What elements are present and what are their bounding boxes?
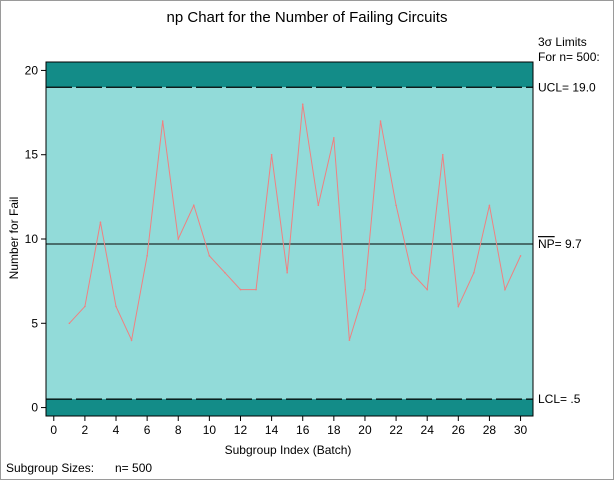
center-label: NP= 9.7 — [538, 237, 582, 251]
lcl-label: LCL= .5 — [538, 392, 581, 406]
data-point — [410, 271, 413, 274]
y-tick-label: 15 — [25, 148, 39, 162]
x-tick-label: 24 — [421, 423, 435, 437]
data-point — [379, 120, 382, 122]
x-tick-label: 30 — [514, 423, 528, 437]
data-point — [68, 322, 71, 325]
x-tick-label: 18 — [327, 423, 341, 437]
data-point — [301, 103, 304, 105]
data-point — [426, 288, 428, 291]
data-point — [161, 120, 164, 122]
data-point — [317, 204, 320, 207]
x-tick-label: 22 — [389, 423, 403, 437]
x-axis-ticks: 0 2 4 6 8 10 12 14 16 18 20 22 24 26 28 30 — [50, 416, 528, 437]
data-point — [395, 204, 397, 207]
data-point — [519, 255, 522, 257]
chart-title: np Chart for the Number of Failing Circu… — [167, 9, 448, 26]
limits-header-line1: 3σ Limits — [538, 35, 587, 49]
subgroup-sizes-label: Subgroup Sizes: — [6, 461, 94, 475]
series-line — [68, 104, 522, 342]
x-tick-label: 4 — [113, 423, 120, 437]
data-point — [177, 238, 180, 240]
data-point — [270, 153, 273, 156]
y-axis-label: Number for Fail — [7, 197, 21, 280]
x-tick-label: 16 — [296, 423, 310, 437]
data-point — [115, 305, 117, 308]
data-point — [255, 288, 257, 291]
data-point — [99, 221, 102, 223]
y-tick-label: 10 — [25, 232, 39, 246]
data-point — [193, 204, 195, 207]
x-tick-label: 10 — [203, 423, 217, 437]
data-point — [364, 288, 366, 291]
data-point — [286, 271, 288, 274]
x-tick-label: 2 — [82, 423, 89, 437]
subgroup-sizes-value: n= 500 — [115, 461, 152, 475]
data-points — [68, 103, 522, 341]
lower-outer-band — [46, 399, 533, 416]
x-tick-label: 12 — [234, 423, 248, 437]
x-tick-label: 28 — [483, 423, 497, 437]
x-tick-label: 8 — [175, 423, 182, 437]
y-tick-label: 5 — [31, 316, 38, 330]
data-point — [84, 305, 86, 308]
upper-outer-band — [46, 62, 533, 88]
y-tick-label: 20 — [25, 63, 39, 77]
y-axis-ticks: 0 5 10 15 20 — [25, 63, 46, 415]
center-label-prefix: NP — [538, 237, 555, 251]
data-point — [473, 271, 475, 274]
x-axis-label: Subgroup Index (Batch) — [225, 443, 352, 457]
data-point — [239, 288, 242, 291]
data-point — [146, 255, 148, 257]
data-point — [488, 204, 491, 207]
x-tick-label: 0 — [50, 423, 57, 437]
y-tick-label: 0 — [31, 401, 38, 415]
data-point — [348, 339, 351, 341]
center-label-value: = 9.7 — [555, 237, 582, 251]
data-point — [130, 339, 133, 341]
data-point — [333, 137, 335, 139]
data-point — [457, 305, 460, 308]
data-point — [208, 255, 211, 257]
data-point — [224, 271, 226, 274]
x-tick-label: 14 — [265, 423, 279, 437]
data-point — [441, 153, 444, 156]
x-tick-label: 26 — [452, 423, 466, 437]
data-point — [504, 288, 506, 291]
x-tick-label: 6 — [144, 423, 151, 437]
ucl-label: UCL= 19.0 — [538, 80, 596, 94]
limits-header-line2: For n= 500: — [538, 50, 600, 64]
x-tick-label: 20 — [358, 423, 372, 437]
